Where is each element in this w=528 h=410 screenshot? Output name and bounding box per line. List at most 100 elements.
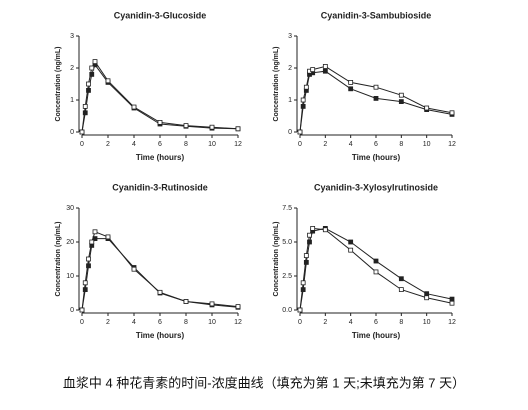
data-point: [131, 104, 137, 110]
x-tick-label: 12: [448, 141, 456, 148]
data-point: [424, 295, 430, 301]
x-tick-label: 4: [349, 319, 353, 326]
x-tick-label: 12: [234, 319, 242, 326]
x-axis-label: Time (hours): [136, 331, 185, 340]
data-point: [348, 247, 354, 253]
x-tick-label: 8: [184, 319, 188, 326]
data-point: [373, 84, 379, 90]
chart-title: Cyanidin-3-Rutinoside: [112, 182, 208, 192]
data-point: [424, 291, 430, 297]
data-point: [310, 225, 316, 231]
series-line: [299, 227, 453, 311]
data-point: [373, 258, 379, 264]
data-point: [348, 80, 354, 85]
x-tick-label: 2: [106, 319, 110, 326]
data-point: [449, 296, 455, 302]
x-tick-label: 10: [208, 141, 216, 148]
x-tick-label: 12: [448, 319, 456, 326]
y-tick-label: 0: [288, 129, 292, 136]
y-tick-label: 0: [70, 307, 74, 314]
x-tick-label: 6: [374, 141, 378, 148]
x-tick-label: 8: [399, 141, 403, 148]
data-point: [79, 129, 85, 135]
x-tick-label: 0: [80, 319, 84, 326]
y-axis-label: Concentration (ng/mL): [273, 46, 280, 121]
data-point: [183, 123, 189, 128]
y-axis-label: Concentration (ng/mL): [273, 221, 280, 296]
y-tick-label: 2.5: [282, 273, 292, 280]
data-point: [183, 299, 189, 304]
data-point: [92, 229, 98, 235]
x-tick-label: 10: [423, 319, 431, 326]
y-tick-label: 1: [288, 97, 292, 104]
x-tick-label: 12: [234, 141, 242, 148]
chart-title: Cyanidin-3-Glucoside: [114, 10, 207, 20]
y-tick-label: 2: [288, 65, 292, 72]
series-line: [81, 231, 239, 311]
x-tick-label: 8: [399, 319, 403, 326]
data-point: [300, 287, 306, 293]
data-point: [86, 81, 91, 87]
data-point: [300, 97, 306, 103]
data-point: [424, 105, 430, 111]
data-point: [131, 266, 137, 272]
x-axis-label: Time (hours): [352, 331, 401, 340]
x-tick-label: 0: [80, 141, 84, 148]
data-point: [303, 253, 309, 259]
x-tick-label: 2: [106, 141, 110, 148]
data-point: [449, 110, 455, 116]
y-tick-label: 5.0: [282, 239, 292, 246]
x-tick-label: 8: [184, 141, 188, 148]
data-point: [398, 92, 404, 98]
data-point: [310, 67, 316, 72]
data-point: [157, 120, 163, 125]
data-point: [297, 129, 303, 135]
data-point: [82, 280, 88, 286]
data-point: [235, 126, 241, 132]
data-point: [82, 104, 88, 109]
y-tick-label: 20: [66, 239, 74, 246]
x-tick-label: 2: [323, 141, 327, 148]
x-tick-label: 6: [158, 319, 162, 326]
x-tick-label: 0: [298, 319, 302, 326]
data-point: [322, 68, 328, 74]
data-point: [209, 124, 215, 130]
y-tick-label: 3: [288, 33, 292, 40]
x-tick-label: 4: [132, 141, 136, 148]
data-point: [92, 59, 98, 64]
data-point: [322, 227, 328, 233]
x-tick-label: 0: [298, 141, 302, 148]
data-point: [89, 72, 95, 77]
data-point: [82, 110, 88, 116]
data-point: [398, 99, 404, 104]
data-point: [86, 88, 91, 93]
x-tick-label: 2: [323, 319, 327, 326]
data-point: [398, 276, 404, 282]
x-tick-label: 10: [423, 141, 431, 148]
y-tick-label: 10: [66, 273, 74, 280]
data-point: [297, 307, 303, 313]
data-point: [348, 86, 354, 92]
data-point: [105, 78, 111, 84]
caption: 血浆中 4 种花青素的时间-浓度曲线（填充为第 1 天;未填充为第 7 天）: [63, 375, 465, 390]
y-tick-label: 0: [70, 129, 74, 136]
y-tick-label: 30: [66, 205, 74, 212]
data-point: [303, 84, 309, 90]
x-tick-label: 6: [374, 319, 378, 326]
y-tick-label: 2: [70, 65, 74, 72]
data-point: [235, 304, 241, 310]
data-point: [322, 64, 328, 69]
data-point: [373, 269, 379, 275]
y-axis-label: Concentration (ng/mL): [55, 221, 62, 296]
y-axis-label: Concentration (ng/mL): [55, 46, 62, 121]
series-line: [81, 238, 239, 311]
chart-title: Cyanidin-3-Xylosylrutinoside: [314, 182, 438, 192]
data-point: [89, 239, 95, 245]
data-point: [79, 307, 85, 313]
y-tick-label: 7.5: [282, 205, 292, 212]
x-tick-label: 6: [158, 141, 162, 148]
data-point: [105, 234, 111, 240]
data-point: [86, 263, 91, 269]
